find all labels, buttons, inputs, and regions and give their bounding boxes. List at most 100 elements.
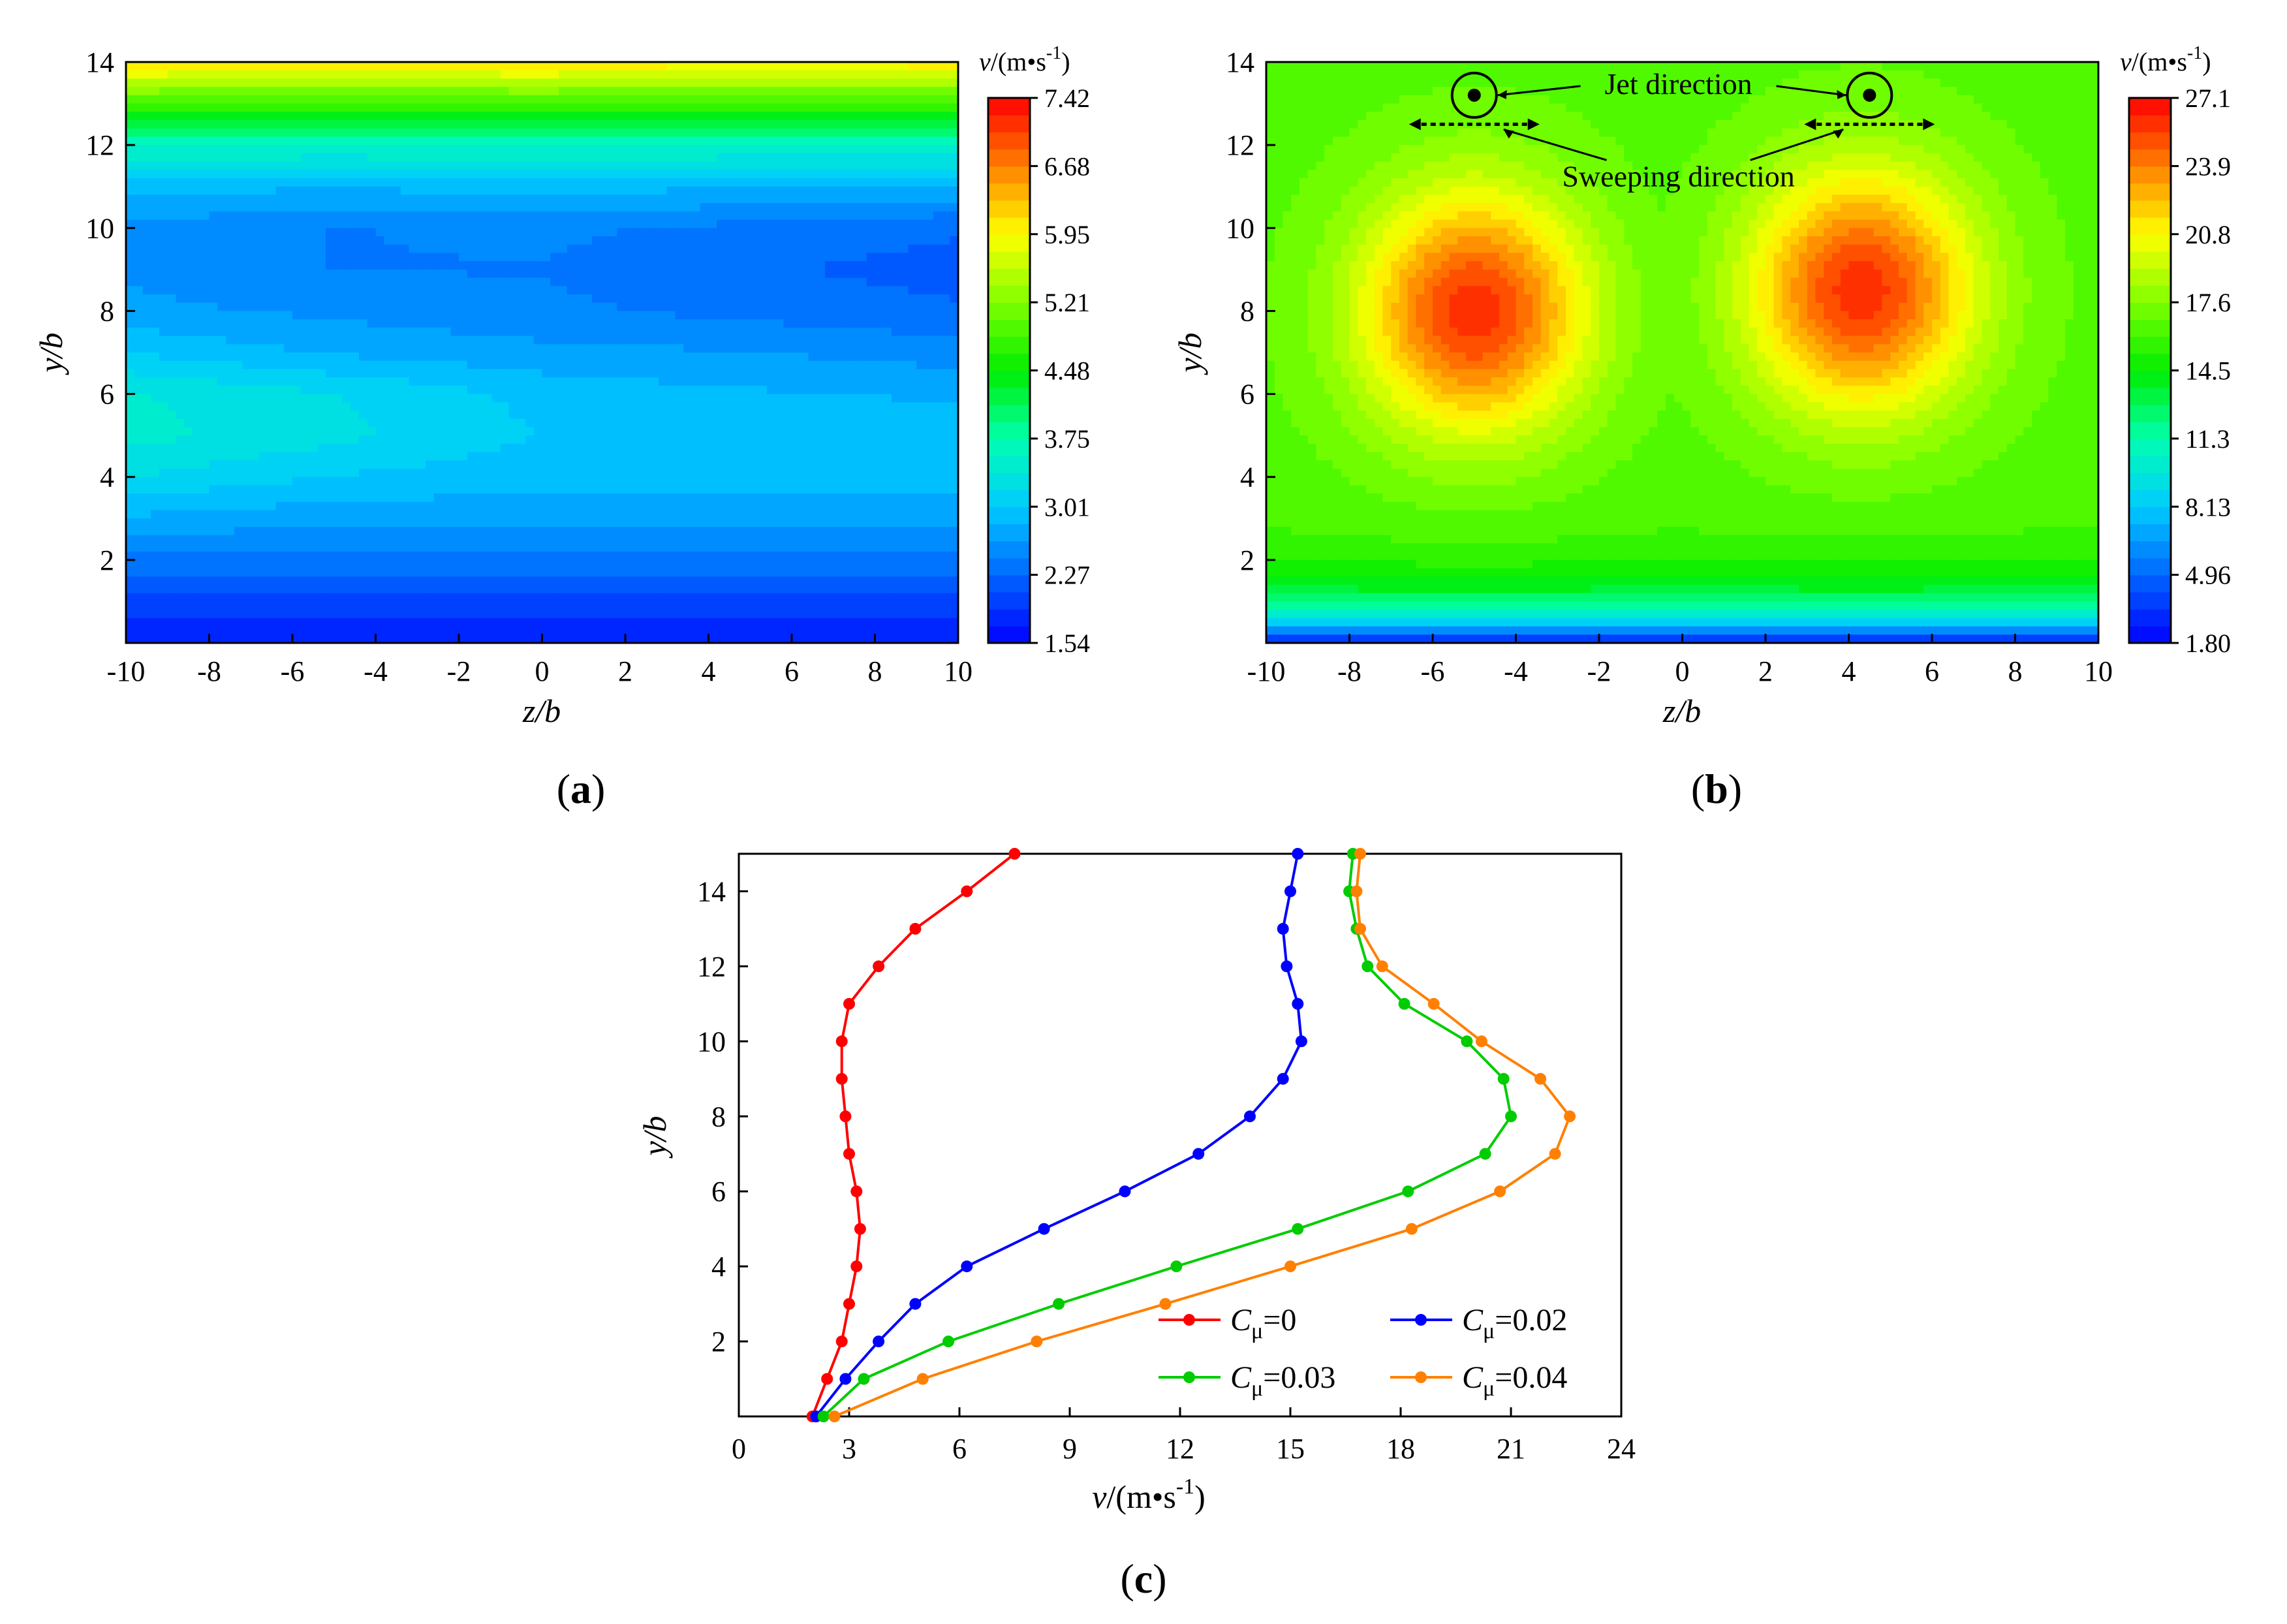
a-field-cell (925, 228, 934, 237)
a-field-cell (567, 294, 576, 304)
a-field-cell (559, 253, 568, 262)
a-field-cell (384, 128, 393, 138)
a-field-cell (899, 327, 909, 337)
a-field-cell (442, 170, 452, 179)
a-field-cell (275, 244, 285, 254)
a-field-cell (433, 460, 443, 469)
a-field-cell (334, 203, 343, 212)
a-field-cell (916, 277, 926, 287)
a-field-cell (275, 319, 285, 328)
a-field-cell (692, 427, 701, 436)
a-field-cell (508, 277, 518, 287)
a-field-cell (916, 435, 926, 445)
a-field-cell (134, 120, 144, 129)
a-field-cell (484, 344, 493, 353)
a-field-cell (600, 203, 610, 212)
a-field-cell (134, 203, 144, 212)
a-field-cell (775, 377, 785, 386)
a-field-cell (908, 211, 918, 221)
a-field-cell (600, 427, 610, 436)
a-field-cell (633, 418, 643, 428)
a-field-cell (259, 435, 268, 445)
a-field-cell (450, 178, 459, 187)
a-field-cell (841, 377, 851, 386)
a-field-cell (375, 344, 385, 353)
a-field-cell (866, 352, 876, 362)
a-field-cell (941, 294, 951, 304)
a-field-cell (142, 277, 152, 287)
a-field-cell (193, 452, 202, 461)
a-field-cell (317, 186, 326, 196)
a-field-cell (683, 253, 692, 262)
a-field-cell (234, 62, 243, 71)
a-field-cell (933, 203, 942, 212)
a-field-cell (350, 253, 360, 262)
a-field-cell (700, 120, 709, 129)
a-field-cell (833, 385, 843, 395)
a-field-cell (750, 385, 759, 395)
a-field-cell (508, 269, 518, 279)
a-field-cell (833, 186, 843, 196)
a-field-cell (167, 203, 177, 212)
a-field-cell (583, 394, 593, 403)
a-field-cell (426, 277, 435, 287)
a-field-cell (542, 286, 552, 295)
a-field-cell (933, 95, 942, 104)
a-field-cell (800, 153, 809, 163)
a-field-cell (359, 336, 368, 345)
a-field-cell (426, 112, 435, 121)
a-field-cell (675, 443, 685, 453)
a-field-cell (825, 294, 834, 304)
a-field-cell (766, 269, 776, 279)
a-field-cell (758, 286, 768, 295)
a-field-cell (642, 145, 651, 154)
a-field-cell (567, 394, 576, 403)
a-field-cell (467, 469, 476, 478)
a-field-cell (542, 70, 552, 80)
a-field-cell (234, 103, 243, 113)
a-field-cell (675, 352, 685, 362)
a-field-cell (450, 427, 459, 436)
a-field-cell (559, 161, 568, 171)
a-field-cell (825, 186, 834, 196)
a-field-cell (384, 385, 393, 395)
a-field-cell (675, 294, 685, 304)
a-field-cell (184, 170, 193, 179)
a-field-cell (775, 460, 785, 469)
a-field-cell (741, 336, 751, 345)
a-field-cell (184, 87, 193, 96)
a-field-cell (176, 178, 185, 187)
a-field-cell (892, 161, 901, 171)
a-field-cell (916, 128, 926, 138)
a-field-cell (750, 443, 759, 453)
a-field-cell (200, 302, 210, 312)
a-field-cell (925, 352, 934, 362)
a-field-cell (292, 311, 302, 320)
a-field-cell (583, 411, 593, 420)
a-field-cell (309, 452, 319, 461)
a-field-cell (342, 319, 352, 328)
a-field-cell (650, 418, 659, 428)
a-field-cell (833, 120, 843, 129)
a-field-cell (259, 186, 268, 196)
a-field-cell (542, 103, 552, 113)
a-field-cell (142, 261, 152, 270)
a-field-cell (533, 228, 543, 237)
a-field-cell (275, 211, 285, 221)
a-field-cell (617, 112, 626, 121)
a-field-cell (392, 186, 401, 196)
a-field-cell (459, 286, 468, 295)
a-field-cell (417, 62, 426, 71)
a-field-cell (883, 277, 892, 287)
a-field-cell (559, 385, 568, 395)
a-field-cell (875, 394, 884, 403)
a-field-cell (134, 261, 144, 270)
a-field-cell (359, 319, 368, 328)
a-field-cell (783, 87, 792, 96)
a-field-cell (342, 170, 352, 179)
a-field-cell (142, 186, 152, 196)
a-field-cell (925, 286, 934, 295)
a-field-cell (375, 136, 385, 146)
a-field-cell (750, 435, 759, 445)
a-field-cell (384, 244, 393, 254)
